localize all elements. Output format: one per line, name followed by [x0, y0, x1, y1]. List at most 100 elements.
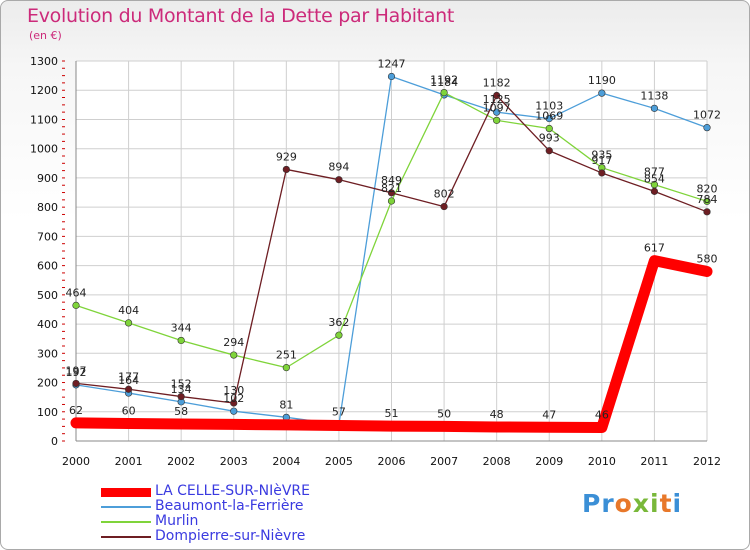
data-label: 134 [171, 383, 192, 396]
data-point [123, 418, 134, 429]
data-label: 58 [174, 405, 188, 418]
data-label: 102 [223, 392, 244, 405]
legend-swatch [101, 536, 151, 538]
logo-letter: r [601, 489, 615, 518]
data-point [230, 351, 238, 359]
y-tick-label: 1100 [30, 113, 58, 126]
data-point [545, 124, 553, 133]
y-tick-label: 800 [37, 201, 58, 214]
y-tick-label: 200 [37, 377, 58, 390]
data-label: 617 [644, 242, 665, 255]
data-point [440, 88, 448, 97]
data-label: 580 [697, 252, 718, 265]
legend-label: Dompierre-sur-Nièvre [155, 528, 306, 544]
data-label: 894 [328, 161, 349, 174]
data-label: 935 [591, 149, 612, 162]
data-label: 917 [591, 154, 612, 167]
data-label: 60 [122, 404, 136, 417]
data-label: 251 [276, 349, 297, 362]
data-label: 177 [118, 370, 139, 383]
data-label: 802 [434, 188, 455, 201]
data-label: 1097 [483, 101, 511, 114]
logo-letter: i [650, 489, 660, 518]
data-label: 46 [595, 409, 609, 422]
chart-title: Evolution du Montant de la Dette par Hab… [27, 5, 455, 27]
data-point [545, 114, 553, 123]
data-label: 197 [66, 364, 87, 377]
logo-letter: x [632, 489, 650, 518]
y-tick-label: 1200 [30, 84, 58, 97]
data-label: 81 [279, 398, 293, 411]
data-point [176, 419, 187, 430]
data-label: 1125 [483, 93, 511, 106]
data-point [281, 419, 292, 430]
data-point [491, 421, 502, 432]
data-point [72, 301, 80, 309]
x-tick-label: 2001 [115, 455, 143, 468]
y-tick-label: 300 [37, 347, 58, 360]
data-point [335, 331, 343, 339]
data-point [650, 104, 659, 112]
data-label: 1192 [430, 74, 458, 87]
data-point [124, 385, 133, 393]
x-tick-label: 2005 [325, 455, 353, 468]
data-label: 877 [644, 166, 665, 179]
data-point [544, 422, 555, 433]
legend-swatch [101, 521, 151, 523]
data-label: 1184 [430, 76, 458, 89]
data-label: 1138 [640, 89, 668, 102]
chart-unit: (en €) [29, 29, 62, 42]
data-label: 57 [332, 405, 346, 418]
data-point [493, 91, 501, 100]
data-point [440, 202, 448, 211]
data-point [335, 176, 343, 184]
data-point [228, 419, 239, 430]
data-label: 1182 [483, 76, 511, 89]
data-point [124, 319, 133, 327]
data-label: 48 [490, 408, 504, 421]
data-point [387, 189, 396, 197]
x-tick-label: 2012 [693, 455, 721, 468]
data-point [493, 108, 501, 116]
data-label: 849 [381, 174, 402, 187]
y-tick-label: 900 [37, 172, 58, 185]
data-point [387, 197, 396, 205]
y-tick-label: 100 [37, 406, 58, 419]
data-point [598, 169, 606, 177]
data-label: 51 [385, 407, 399, 420]
data-label: 164 [118, 374, 139, 387]
data-point [596, 422, 607, 433]
y-tick-label: 600 [37, 260, 58, 273]
legend-swatch [101, 506, 151, 508]
data-label: 1069 [535, 110, 563, 123]
data-label: 1103 [535, 100, 563, 113]
x-tick-label: 2008 [483, 455, 511, 468]
data-point [650, 187, 659, 195]
x-tick-label: 2011 [640, 455, 668, 468]
data-point [230, 399, 238, 407]
data-label: 784 [697, 193, 718, 206]
data-point [702, 266, 712, 277]
data-label: 294 [223, 336, 244, 349]
data-label: 1072 [693, 109, 721, 122]
y-tick-label: 700 [37, 230, 58, 243]
legend-label: LA CELLE-SUR-NIèVRE [155, 483, 310, 499]
data-point [72, 379, 80, 388]
x-tick-label: 2010 [588, 455, 616, 468]
data-point [598, 89, 606, 97]
data-point [282, 165, 290, 174]
legend-swatch [101, 487, 151, 497]
x-tick-label: 2003 [220, 455, 248, 468]
legend-label: Murlin [155, 513, 199, 529]
data-label: 130 [223, 384, 244, 397]
data-point [177, 392, 185, 401]
y-tick-label: 1300 [30, 55, 58, 68]
proxiti-logo: Proxiti [582, 489, 682, 518]
data-point [493, 116, 501, 124]
logo-letter: P [582, 489, 602, 518]
data-point [439, 421, 450, 432]
data-point [282, 364, 290, 372]
x-tick-label: 2004 [272, 455, 300, 468]
y-tick-label: 500 [37, 289, 58, 302]
